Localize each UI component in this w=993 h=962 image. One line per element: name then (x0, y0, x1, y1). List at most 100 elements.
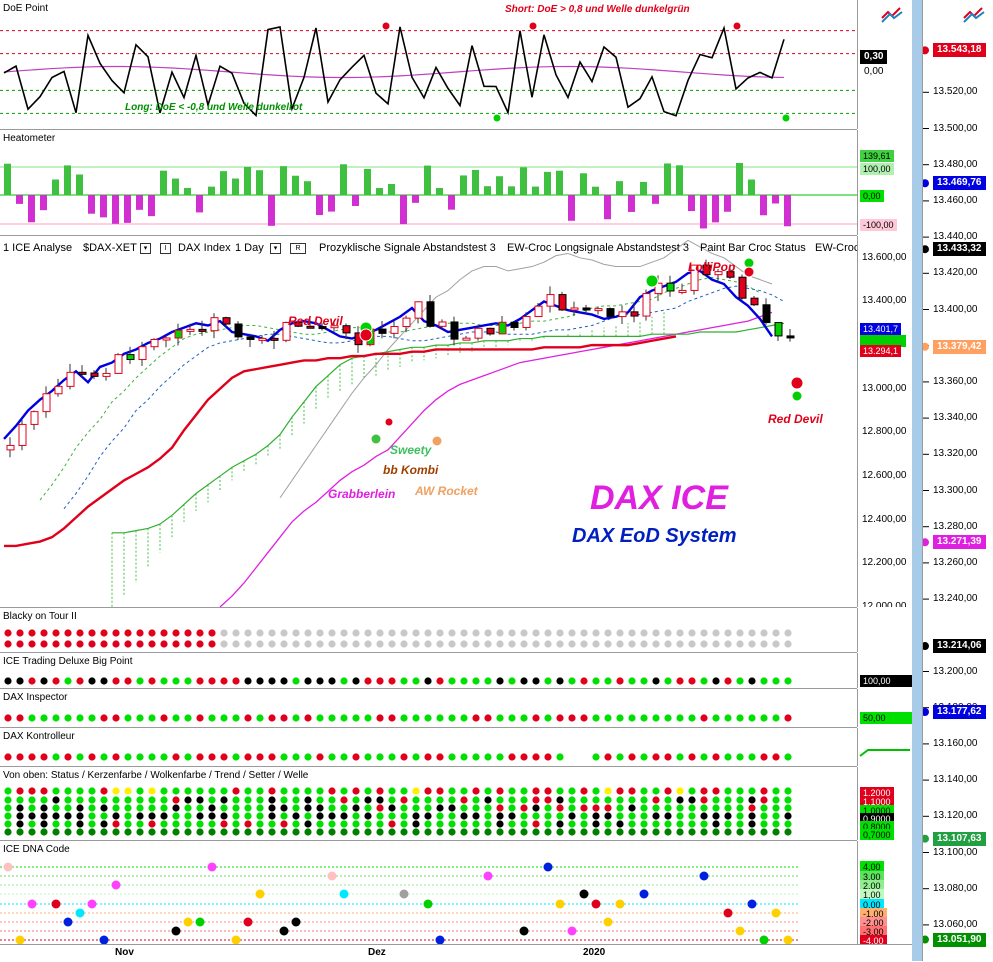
indicator-dot (568, 828, 576, 836)
indicator-dot (508, 640, 516, 648)
indicator-dot (760, 820, 768, 828)
main-tag-red: 13.294,1 (860, 345, 902, 357)
indicator-dot (64, 677, 72, 685)
indicator-dot (352, 629, 360, 637)
indicator-dot (328, 677, 336, 685)
indicator-dot (112, 787, 120, 795)
indicator-dot (268, 640, 276, 648)
indicator-dot (532, 828, 540, 836)
indicator-dot (220, 804, 228, 812)
indicator-dot (16, 804, 24, 812)
indicator-dot (160, 828, 168, 836)
indicator-dot (544, 828, 552, 836)
vertical-scrollbar[interactable] (912, 0, 922, 961)
indicator-dot (52, 796, 60, 804)
indicator-dot (472, 796, 480, 804)
header-symbol[interactable]: $DAX-XET (83, 242, 137, 254)
candle-body (234, 323, 243, 338)
indicator-dot (484, 753, 492, 761)
indicator-dot (400, 820, 408, 828)
indicator-dot (340, 677, 348, 685)
indicator-dot (568, 804, 576, 812)
heat-bar (268, 195, 275, 226)
period-dropdown-icon[interactable]: ▾ (270, 243, 281, 254)
indicator-dot (184, 753, 192, 761)
indicator-dot (580, 812, 588, 820)
indicator-dot (676, 796, 684, 804)
chart-settings-icon[interactable] (880, 4, 904, 24)
indicator-dot (460, 820, 468, 828)
indicator-dot (196, 828, 204, 836)
heat-bar (556, 170, 563, 195)
symbol-dropdown-icon[interactable]: ▾ (140, 243, 151, 254)
main-tick-label: 12.400,00 (862, 513, 907, 525)
indicator-dot (76, 640, 84, 648)
indicator-dot (472, 753, 480, 761)
indicator-dot (448, 629, 456, 637)
indicator-dot (256, 714, 264, 722)
indicator-dot (268, 820, 276, 828)
indicator-dot (748, 804, 756, 812)
indicator-dot (100, 804, 108, 812)
indicator-dot (496, 787, 504, 795)
candle-body (174, 329, 183, 339)
indicator-dot (664, 787, 672, 795)
dna-pane: ICE DNA Code (0, 841, 857, 944)
header-analysis[interactable]: 1 ICE Analyse (3, 242, 73, 254)
indicator-dot (772, 677, 780, 685)
dna-dot (243, 917, 253, 927)
indicator-dot (376, 828, 384, 836)
main-tick-label: 13.600,00 (862, 251, 907, 263)
indicator-dot (172, 640, 180, 648)
candle-body (258, 337, 267, 341)
heat-bar (172, 178, 179, 195)
indicator-dot (112, 640, 120, 648)
right-axis-settings-icon[interactable] (962, 4, 986, 24)
heat-bar (436, 187, 443, 195)
signal-dot (359, 328, 373, 342)
indicator-dot (352, 787, 360, 795)
header-index[interactable]: DAX Index (178, 242, 231, 254)
indicator-dot (652, 677, 660, 685)
indicator-dot (568, 640, 576, 648)
heatometer-pane: Heatometer (0, 130, 857, 236)
candle-body (414, 301, 423, 319)
indicator-dot (484, 796, 492, 804)
indicator-dot (496, 828, 504, 836)
indicator-dot (580, 804, 588, 812)
heat-tag-3: 0,00 (860, 190, 884, 202)
indicator-dot (352, 640, 360, 648)
indicator-dot (784, 828, 792, 836)
indicator-dot (412, 787, 420, 795)
right-tick-label: 13.340,00 (933, 412, 978, 424)
candle-body (306, 325, 315, 329)
indicator-dot (220, 629, 228, 637)
dna-dot (15, 935, 25, 944)
indicator-dot (220, 677, 228, 685)
refresh-icon[interactable]: R (290, 243, 306, 254)
indicator-dot (544, 787, 552, 795)
status-title: Von oben: Status / Kerzenfarbe / Wolkenf… (3, 770, 309, 781)
indicator-dot (328, 753, 336, 761)
right-marker-dot (923, 708, 929, 717)
indicator-dot (472, 812, 480, 820)
indicator-dot (544, 796, 552, 804)
chart-type-icon[interactable]: I (160, 243, 171, 254)
header-period[interactable]: 1 Day (235, 242, 264, 254)
indicator-dot (628, 753, 636, 761)
heat-bar (544, 171, 551, 195)
indicator-dot (112, 828, 120, 836)
indicator-dot (196, 796, 204, 804)
dna-dot (87, 899, 97, 909)
indicator-dot (532, 820, 540, 828)
candle-body (114, 354, 123, 374)
indicator-dot (760, 804, 768, 812)
indicator-dot (16, 677, 24, 685)
indicator-dot (292, 640, 300, 648)
doe-axis: 0,30 0,00 (857, 0, 913, 129)
indicator-dot (748, 828, 756, 836)
indicator-dot (592, 629, 600, 637)
heat-bar (328, 195, 335, 212)
indicator-dot (16, 812, 24, 820)
indicator-dot (88, 629, 96, 637)
